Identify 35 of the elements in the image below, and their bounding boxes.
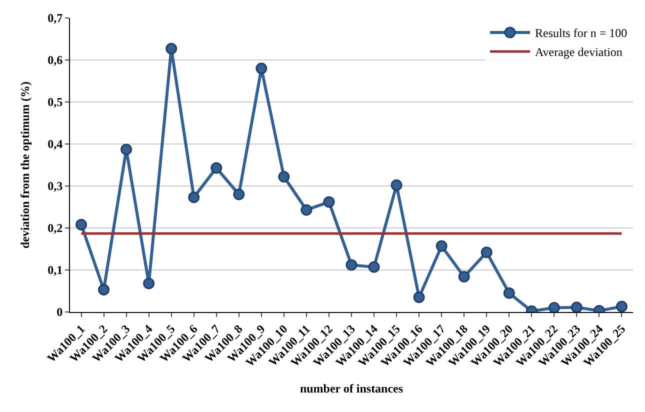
point bbox=[300, 204, 312, 216]
point bbox=[368, 261, 380, 273]
point bbox=[458, 270, 470, 282]
point bbox=[233, 188, 245, 200]
x-axis-title: number of instances bbox=[300, 381, 404, 396]
y-tick-label: 0,5 bbox=[48, 95, 63, 110]
y-tick-label: 0 bbox=[56, 305, 63, 320]
y-tick-label: 0,2 bbox=[48, 221, 63, 236]
point bbox=[480, 246, 492, 258]
point bbox=[436, 240, 448, 252]
point bbox=[120, 144, 132, 156]
point bbox=[256, 62, 268, 74]
point bbox=[210, 162, 222, 174]
y-tick-label: 0,3 bbox=[48, 179, 63, 194]
point bbox=[346, 259, 358, 271]
y-axis-title: deviation from the optimum (%) bbox=[18, 81, 32, 249]
point bbox=[570, 302, 582, 312]
y-tick-label: 0,7 bbox=[48, 11, 63, 26]
point bbox=[98, 284, 110, 296]
y-tick-label: 0,6 bbox=[48, 53, 63, 68]
point bbox=[188, 192, 200, 204]
point bbox=[278, 171, 290, 183]
point bbox=[143, 278, 155, 290]
point bbox=[548, 302, 560, 312]
point bbox=[616, 300, 628, 312]
point bbox=[390, 179, 402, 191]
y-tick-label: 0,4 bbox=[48, 137, 63, 152]
legend-label: Results for n = 100 bbox=[535, 26, 628, 40]
point bbox=[323, 196, 335, 208]
legend-label: Average deviation bbox=[535, 45, 622, 60]
point bbox=[166, 42, 178, 54]
point bbox=[76, 218, 88, 230]
point bbox=[503, 287, 515, 299]
y-tick-label: 0,1 bbox=[48, 263, 63, 278]
point bbox=[413, 292, 425, 304]
